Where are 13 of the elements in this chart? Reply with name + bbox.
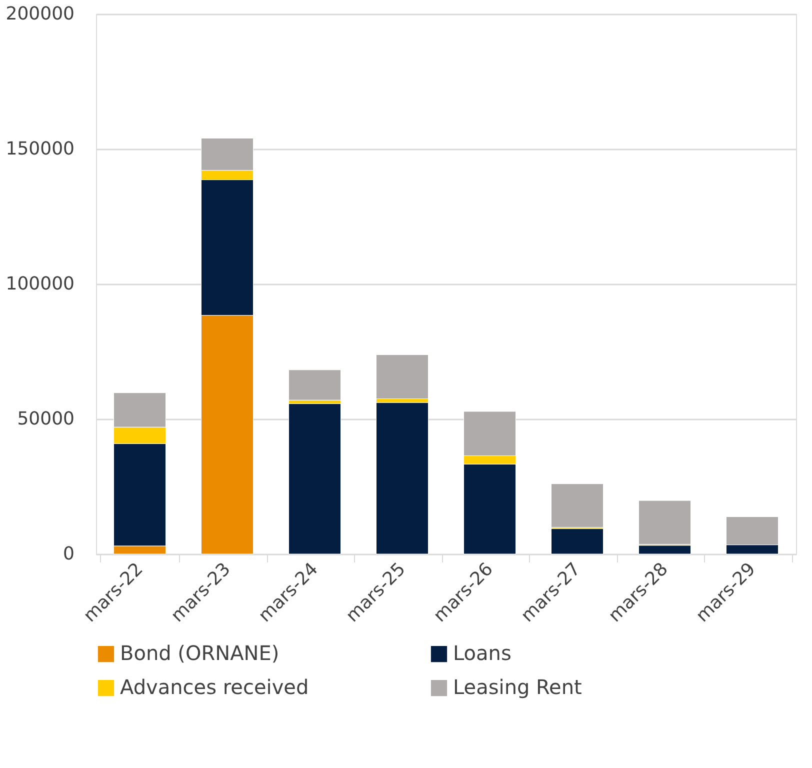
legend-label: Bond (ORNANE) xyxy=(120,641,280,665)
legend-label: Loans xyxy=(453,641,512,665)
legend-label: Leasing Rent xyxy=(453,675,582,699)
y-tick-label: 150000 xyxy=(6,138,74,160)
bar xyxy=(288,370,341,400)
legend-label: Advances received xyxy=(120,675,309,699)
bar xyxy=(288,403,341,554)
y-tick-label: 50000 xyxy=(17,408,74,430)
y-tick-label: 100000 xyxy=(6,274,74,294)
y-tick-label: 0 xyxy=(63,544,74,564)
bar xyxy=(376,402,428,554)
y-tick-label: 200000 xyxy=(6,4,74,24)
bar xyxy=(376,354,428,399)
